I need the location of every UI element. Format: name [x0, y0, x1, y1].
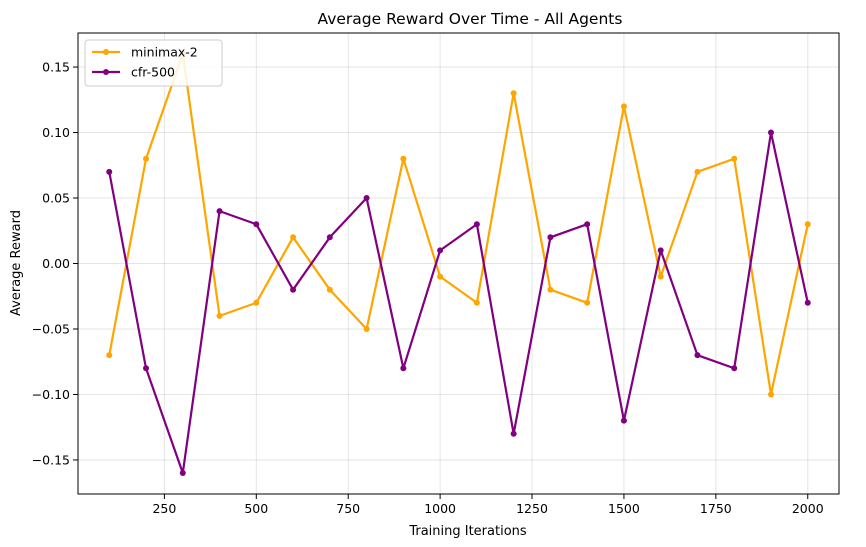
x-tick-label: 1000: [424, 501, 456, 516]
y-tick-label: 0.10: [42, 125, 70, 140]
data-point-cfr-500: [216, 208, 223, 215]
y-tick-label: 0.00: [42, 256, 70, 271]
data-point-cfr-500: [437, 247, 444, 254]
y-tick-label: 0.15: [42, 60, 70, 75]
data-point-cfr-500: [694, 352, 701, 359]
data-point-minimax-2: [804, 221, 811, 228]
x-tick-label: 1500: [608, 501, 640, 516]
legend-marker-minimax-2: [103, 49, 109, 55]
legend-label-minimax-2: minimax-2: [131, 45, 198, 60]
y-tick-label: −0.15: [32, 452, 70, 467]
data-point-minimax-2: [657, 273, 664, 280]
x-axis-label: Training Iterations: [408, 524, 527, 539]
data-point-minimax-2: [106, 352, 113, 359]
data-point-cfr-500: [767, 129, 774, 136]
data-point-minimax-2: [437, 273, 444, 280]
data-point-cfr-500: [253, 221, 260, 228]
legend-label-cfr-500: cfr-500: [131, 65, 175, 80]
data-point-minimax-2: [253, 299, 260, 306]
x-tick-label: 1250: [516, 501, 548, 516]
y-tick-label: 0.05: [42, 191, 70, 206]
y-tick-label: −0.10: [32, 387, 70, 402]
x-tick-label: 500: [244, 501, 268, 516]
y-axis-label: Average Reward: [9, 210, 24, 316]
data-point-minimax-2: [731, 155, 738, 162]
data-point-cfr-500: [143, 365, 150, 372]
data-point-minimax-2: [363, 325, 370, 332]
data-point-cfr-500: [473, 221, 480, 228]
data-point-minimax-2: [216, 312, 223, 319]
data-point-cfr-500: [620, 417, 627, 424]
series-line-cfr-500: [108, 131, 809, 475]
data-point-cfr-500: [657, 247, 664, 254]
data-point-minimax-2: [326, 286, 333, 293]
data-point-cfr-500: [731, 365, 738, 372]
data-point-cfr-500: [547, 234, 554, 241]
x-tick-label: 250: [152, 501, 176, 516]
data-point-cfr-500: [804, 299, 811, 306]
series-cfr-500: [106, 129, 811, 477]
data-point-minimax-2: [694, 168, 701, 175]
data-point-minimax-2: [143, 155, 150, 162]
data-point-cfr-500: [400, 365, 407, 372]
data-point-cfr-500: [106, 168, 113, 175]
x-tick-label: 1750: [700, 501, 732, 516]
legend: minimax-2 cfr-500: [84, 39, 223, 87]
data-point-minimax-2: [767, 391, 774, 398]
data-point-minimax-2: [620, 103, 627, 110]
x-tick-label: 2000: [792, 501, 824, 516]
legend-marker-cfr-500: [103, 69, 109, 75]
series-line-minimax-2: [108, 52, 809, 396]
y-tick-label: −0.05: [32, 321, 70, 336]
data-point-cfr-500: [363, 195, 370, 202]
data-point-minimax-2: [547, 286, 554, 293]
chart-title: Average Reward Over Time - All Agents: [318, 10, 623, 28]
data-point-cfr-500: [510, 430, 517, 437]
data-point-cfr-500: [290, 286, 297, 293]
axis-ticks: 250 500 750 1000 1250 1500 1750 2000 0.15 0.10 0.0…: [32, 60, 824, 516]
data-point-minimax-2: [290, 234, 297, 241]
x-tick-label: 750: [336, 501, 360, 516]
data-point-minimax-2: [584, 299, 591, 306]
data-point-cfr-500: [179, 470, 186, 477]
data-point-cfr-500: [326, 234, 333, 241]
data-point-minimax-2: [473, 299, 480, 306]
data-point-minimax-2: [510, 90, 517, 97]
data-point-cfr-500: [584, 221, 591, 228]
data-point-minimax-2: [400, 155, 407, 162]
